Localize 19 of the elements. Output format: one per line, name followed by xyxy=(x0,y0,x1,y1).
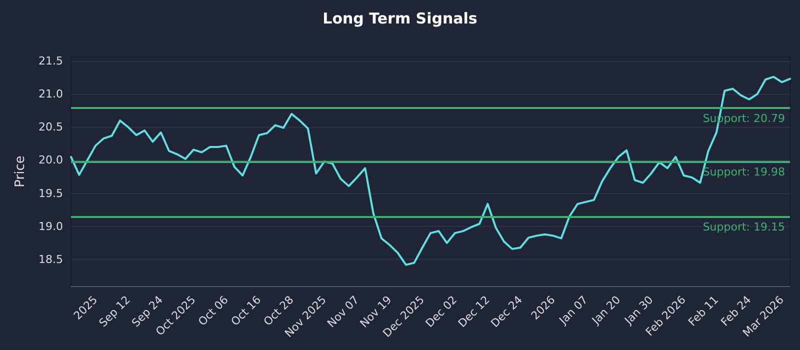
y-tick-label: 21.0 xyxy=(38,88,63,101)
x-tick-label: Oct 06 xyxy=(196,293,231,328)
x-tick-label: Feb 11 xyxy=(686,293,722,329)
x-tick-label: Sep 12 xyxy=(96,293,133,330)
x-tick-label: Jan 07 xyxy=(556,293,590,328)
ref-line-label: Support: 19.98 xyxy=(702,166,785,179)
x-tick-label: Jan 20 xyxy=(588,293,624,328)
x-tick-label: Oct 16 xyxy=(228,293,264,328)
chart-title: Long Term Signals xyxy=(322,10,478,28)
y-tick-label: 18.5 xyxy=(38,253,63,266)
x-tick-label: Dec 24 xyxy=(488,293,525,330)
y-tick-label: 21.5 xyxy=(38,54,63,68)
y-tick-label: 19.0 xyxy=(38,220,63,233)
y-tick-label: 20.5 xyxy=(38,120,63,134)
y-tick-label: 19.5 xyxy=(38,186,63,200)
y-axis-title: Price xyxy=(13,156,28,188)
ref-line-label: Support: 19.15 xyxy=(702,220,785,234)
line-series xyxy=(70,76,791,266)
y-tick-label: 20.0 xyxy=(38,154,63,167)
